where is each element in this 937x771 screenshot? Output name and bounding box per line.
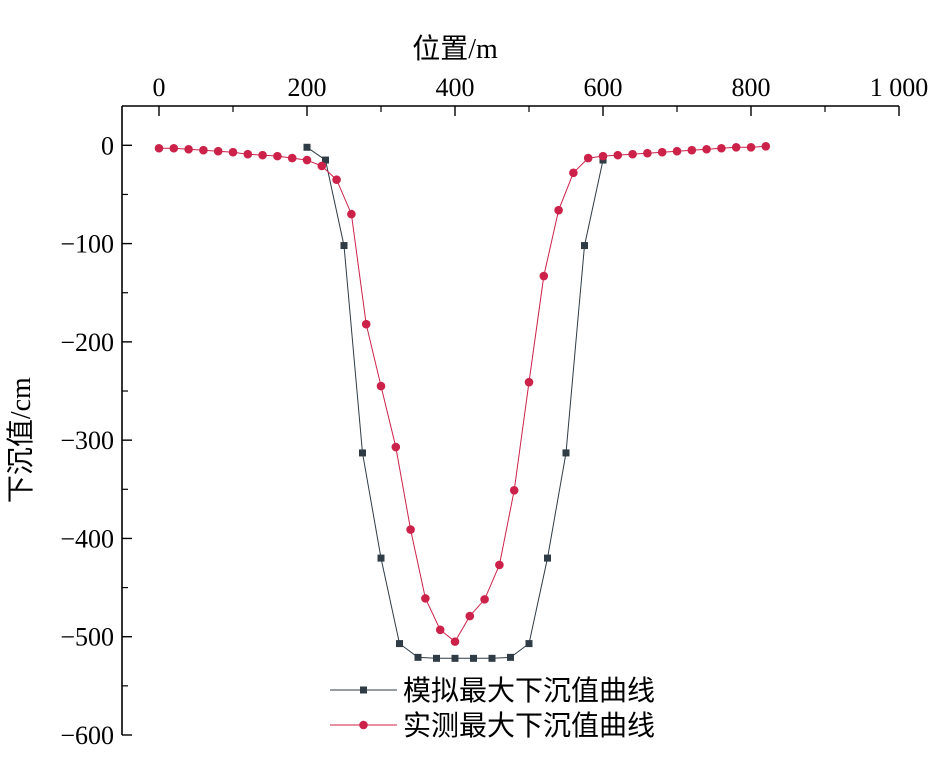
data-point	[583, 153, 593, 163]
data-point	[672, 146, 682, 156]
series-measured	[154, 141, 771, 646]
data-point	[169, 143, 179, 153]
data-point	[581, 242, 588, 250]
data-point	[332, 175, 341, 185]
data-point	[184, 144, 193, 154]
data-point	[317, 161, 327, 171]
data-point	[228, 147, 238, 157]
data-point	[731, 142, 741, 152]
y-tick-label: −300	[60, 426, 114, 455]
data-point	[613, 150, 623, 160]
data-point	[569, 168, 578, 178]
legend-item: 实测最大下沉值曲线	[330, 710, 655, 742]
data-point	[509, 485, 519, 495]
data-point	[435, 625, 445, 635]
axes: 0 200 400 600 800 1 000 0 −100 −200 −300 −400 −500 −…	[5, 33, 928, 750]
x-axis-title: 位置/m	[412, 33, 498, 65]
data-point	[303, 143, 311, 151]
data-point	[465, 611, 475, 621]
data-point	[199, 145, 208, 155]
data-point	[450, 637, 460, 646]
y-tick-label: 0	[101, 131, 114, 160]
legend-marker	[360, 686, 367, 694]
data-point	[480, 595, 489, 604]
series-line	[306, 146, 604, 659]
y-tick-label: −100	[60, 230, 114, 259]
data-point	[717, 143, 726, 153]
data-point	[421, 594, 430, 603]
data-point	[525, 640, 533, 648]
data-point	[302, 155, 312, 165]
series-simulated	[303, 143, 607, 662]
data-point	[213, 146, 223, 156]
x-tick-label: 400	[436, 73, 475, 102]
data-point	[554, 205, 563, 215]
data-point	[628, 149, 637, 159]
data-point	[273, 151, 282, 161]
series-line	[159, 145, 766, 643]
data-point	[746, 142, 756, 152]
data-point	[524, 377, 534, 387]
legend-marker	[359, 720, 368, 730]
y-tick-label: −200	[60, 328, 114, 357]
y-axis-title: 下沉值/cm	[5, 377, 37, 503]
data-point	[507, 653, 514, 661]
data-point	[488, 654, 496, 662]
data-point	[761, 141, 771, 151]
data-point	[598, 151, 608, 161]
x-tick-label: 600	[584, 73, 623, 102]
data-point	[451, 654, 459, 662]
y-tick-label: −600	[60, 721, 114, 750]
data-point	[396, 640, 403, 648]
data-point	[657, 147, 667, 157]
data-point	[470, 654, 477, 662]
y-tick-label: −500	[60, 623, 114, 652]
data-point	[322, 156, 329, 164]
data-point	[544, 554, 551, 562]
data-point	[643, 148, 652, 158]
data-point	[539, 271, 549, 281]
data-point	[562, 449, 570, 457]
data-point	[433, 654, 440, 662]
data-point	[258, 150, 267, 160]
data-point	[702, 144, 711, 154]
data-point	[391, 442, 401, 452]
data-point	[359, 449, 366, 457]
x-tick-label: 200	[288, 73, 327, 102]
data-point	[377, 554, 385, 562]
series-layer	[154, 141, 771, 662]
legend-item: 模拟最大下沉值曲线	[330, 675, 655, 707]
data-point	[406, 525, 415, 534]
data-point	[414, 653, 422, 661]
data-point	[347, 209, 356, 219]
x-tick-label: 1 000	[870, 73, 929, 102]
data-point	[243, 149, 253, 159]
data-point	[340, 242, 348, 250]
data-point	[687, 145, 697, 155]
data-point	[154, 143, 164, 153]
data-point	[495, 560, 504, 570]
data-point	[361, 319, 371, 329]
x-tick-label: 800	[732, 73, 771, 102]
legend-label: 模拟最大下沉值曲线	[403, 675, 655, 707]
data-point	[287, 153, 297, 163]
data-point	[376, 381, 386, 391]
y-tick-label: −400	[60, 524, 114, 553]
legend-label: 实测最大下沉值曲线	[403, 710, 655, 742]
x-tick-label: 0	[153, 73, 166, 102]
